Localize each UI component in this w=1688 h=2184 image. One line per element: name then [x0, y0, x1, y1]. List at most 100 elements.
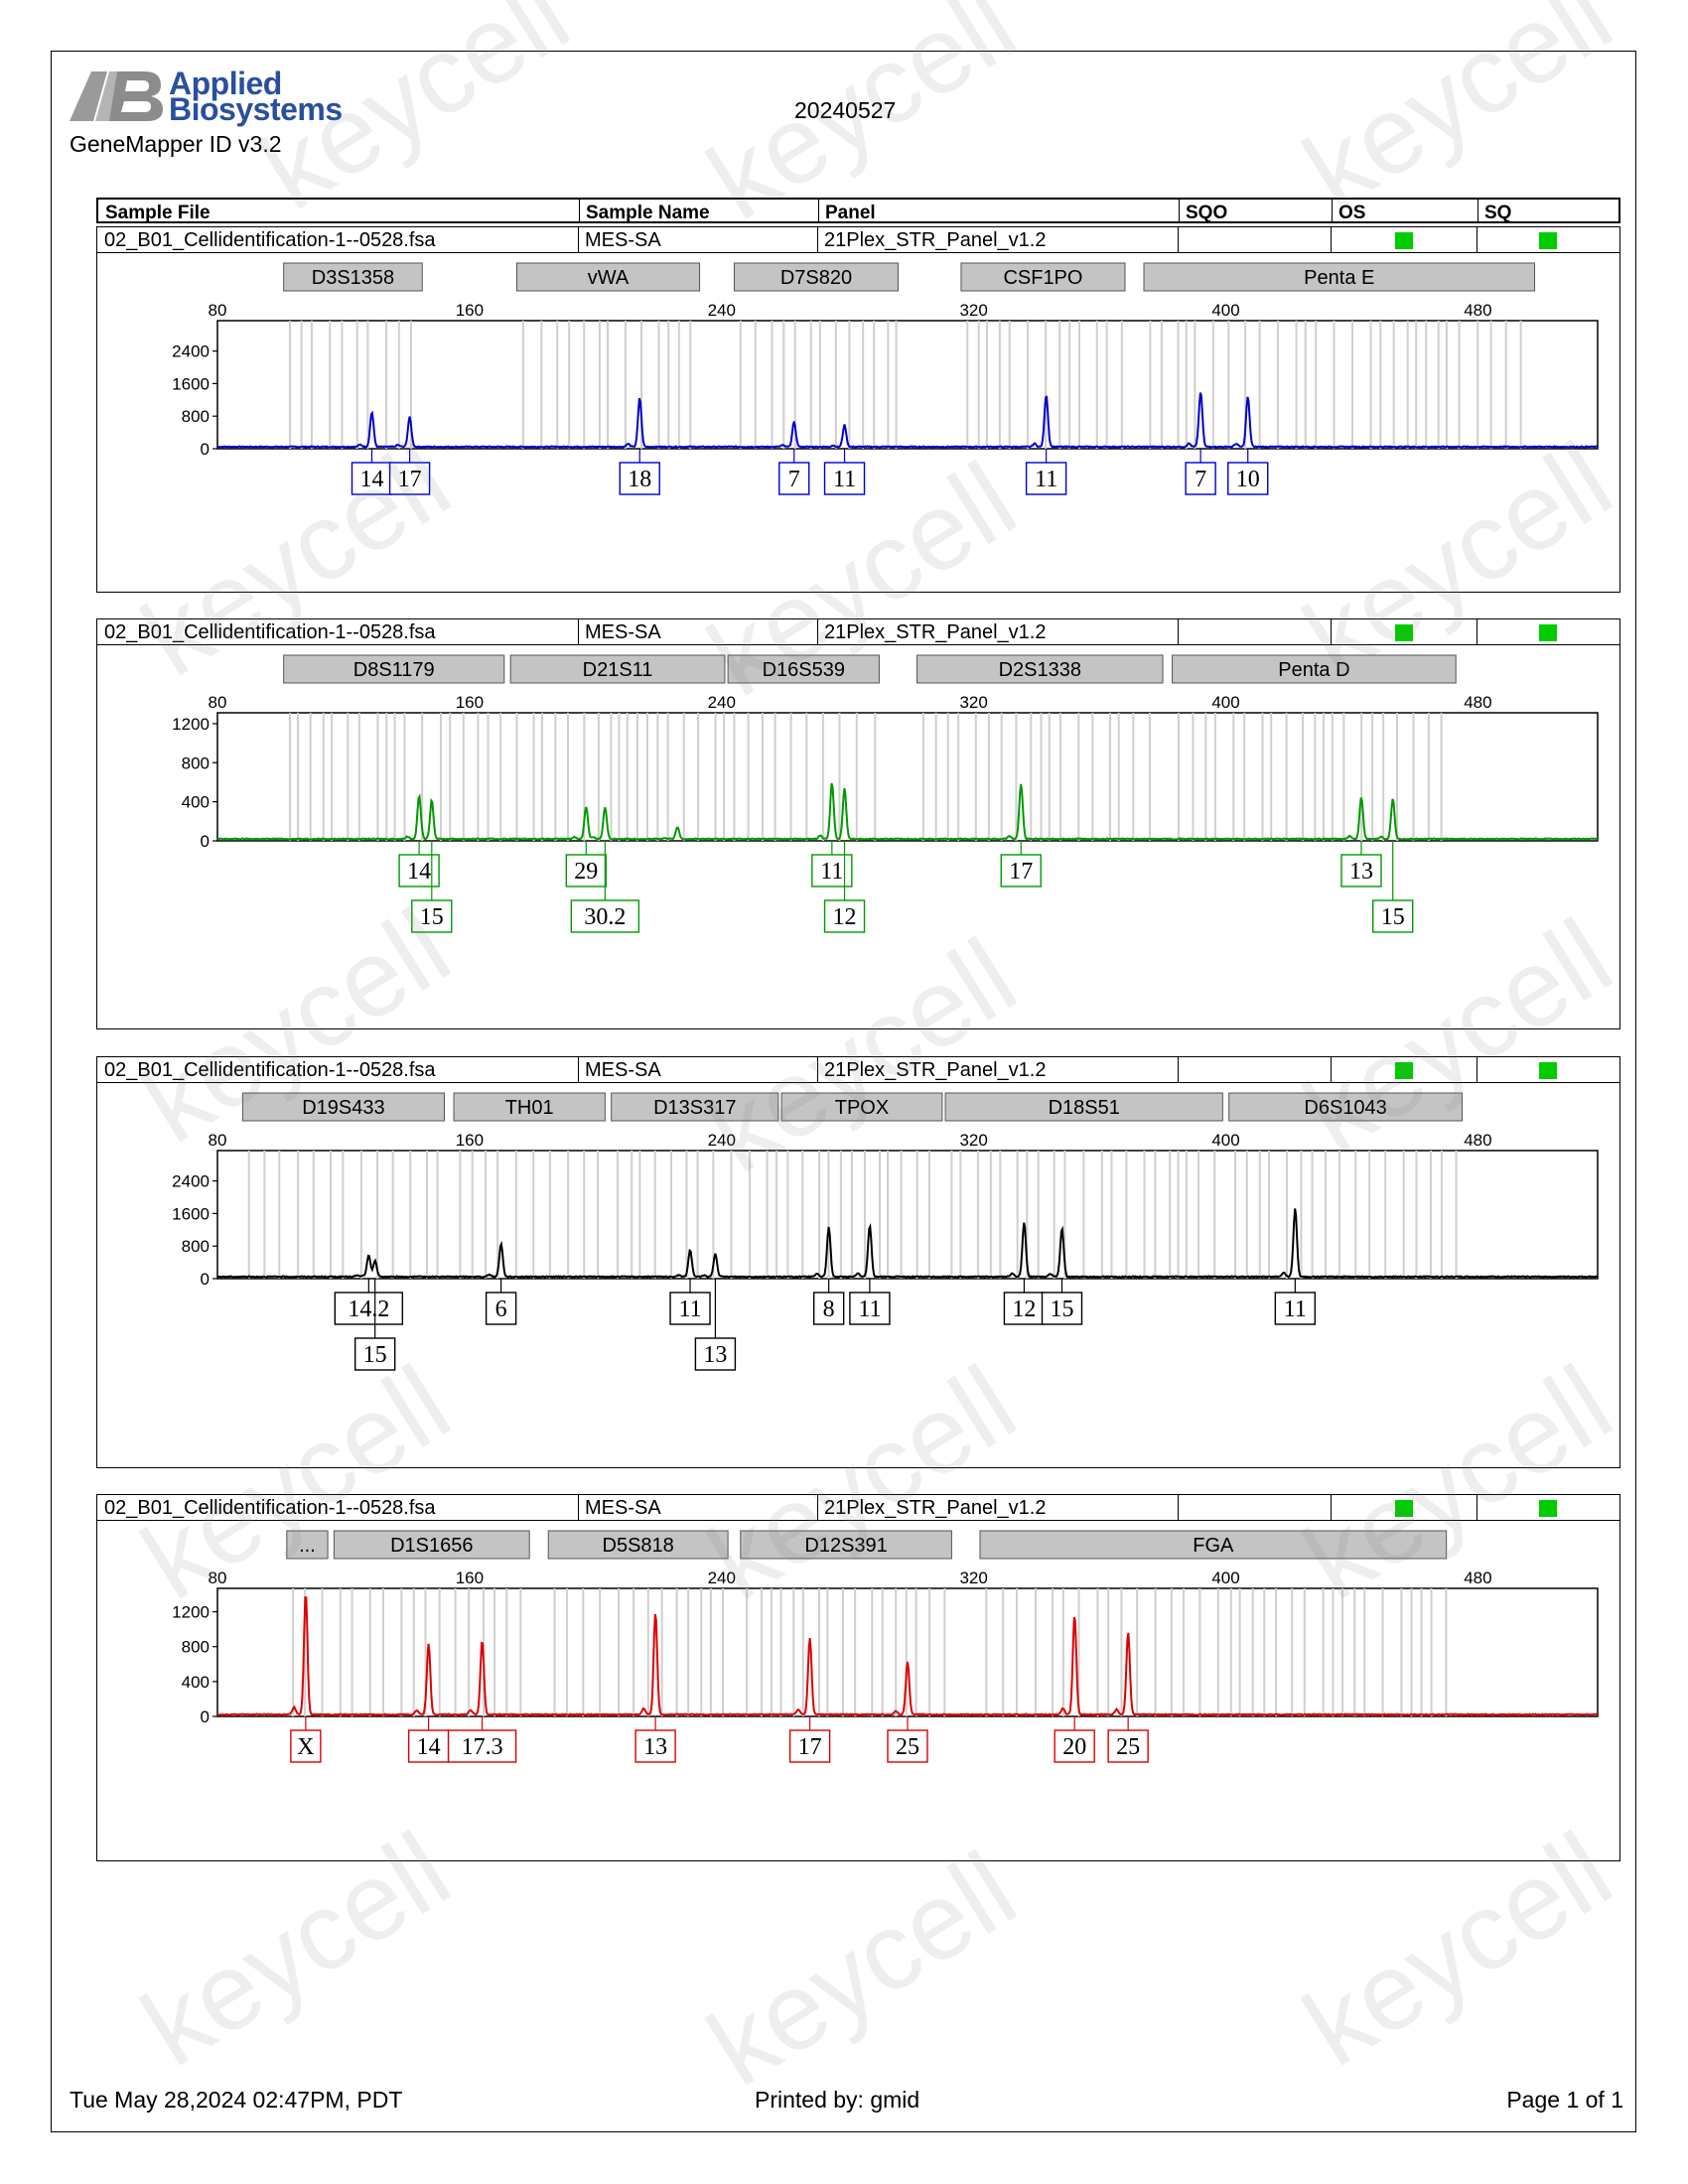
y-tick-label: 2400 [172, 342, 210, 361]
allele-call-box: 11 [811, 841, 853, 887]
allele-label: 18 [628, 467, 651, 492]
column-divider [1331, 1057, 1332, 1082]
x-tick-label: 160 [456, 693, 484, 712]
marker-name: ... [299, 1535, 316, 1557]
allele-call-box: 10 [1227, 449, 1269, 495]
allele-call-box: 29 [565, 841, 608, 887]
allele-call-box: 17 [388, 449, 431, 495]
marker-bin-label: D5S818 [547, 1530, 729, 1560]
column-header-sample-name: Sample Name [586, 203, 710, 223]
column-header-os: OS [1338, 203, 1366, 223]
allele-call-box: 15 [1372, 841, 1414, 933]
allele-call-box: 11 [669, 1279, 711, 1325]
marker-name: vWA [588, 267, 630, 289]
marker-name: D16S539 [763, 659, 845, 681]
os-quality-flag [1395, 624, 1413, 641]
marker-name: D7S820 [780, 267, 852, 289]
x-tick-label: 160 [456, 1131, 484, 1150]
allele-call-box: 15 [1041, 1279, 1083, 1325]
marker-name: CSF1PO [1003, 267, 1082, 289]
allele-label: 14.2 [348, 1297, 389, 1322]
sample-info-row: 02_B01_Cellidentification-1--0528.fsa MES… [97, 619, 1619, 645]
allele-label: 20 [1062, 1734, 1086, 1760]
allele-call-box: 25 [887, 1716, 928, 1763]
x-tick-label: 320 [959, 301, 987, 320]
logo-text-applied: Applied [169, 66, 282, 101]
allele-call-box: 15 [411, 841, 453, 933]
marker-bin-label: D18S51 [944, 1092, 1223, 1122]
marker-name: Penta D [1278, 659, 1349, 681]
marker-bin-label: D3S1358 [283, 262, 423, 292]
marker-name: D6S1043 [1304, 1097, 1386, 1119]
marker-bin-label: D8S1179 [283, 654, 505, 684]
y-tick-label: 0 [201, 1270, 210, 1289]
column-divider [817, 619, 818, 644]
allele-call-box: 7 [1185, 449, 1216, 495]
plot-area [216, 1587, 1599, 1717]
allele-label: 13 [1349, 859, 1373, 885]
x-tick-label: 320 [959, 1569, 987, 1587]
allele-call-box: 13 [1340, 841, 1382, 887]
electropherogram-panel: 02_B01_Cellidentification-1--0528.fsa MES… [96, 618, 1620, 1029]
marker-bin-label: TPOX [780, 1092, 943, 1122]
allele-label: 11 [1035, 467, 1057, 492]
sq-quality-flag [1539, 1062, 1557, 1079]
electropherogram-panel: 02_B01_Cellidentification-1--0528.fsa MES… [96, 1494, 1620, 1861]
allele-call-box: 20 [1054, 1716, 1095, 1763]
marker-bin-label: D2S1338 [916, 654, 1164, 684]
allele-label: 17 [798, 1734, 822, 1760]
electropherogram-chart: D8S1179 D21S11 D16S539 D2S1338 Penta D 80 160 2… [172, 654, 1599, 933]
os-quality-flag [1395, 232, 1413, 249]
column-divider [578, 227, 579, 252]
allele-label: 25 [896, 1734, 919, 1760]
y-tick-label: 800 [182, 407, 210, 426]
marker-name: D13S317 [653, 1097, 736, 1119]
allele-call-box: 14 [398, 841, 440, 887]
x-tick-label: 240 [708, 301, 736, 320]
marker-name: FGA [1193, 1535, 1234, 1557]
marker-bin-label: vWA [515, 262, 701, 292]
allele-label: X [297, 1734, 314, 1760]
column-divider [578, 619, 579, 644]
allele-label: 13 [703, 1342, 727, 1368]
x-tick-label: 160 [456, 1569, 484, 1587]
allele-label: 13 [643, 1734, 667, 1760]
x-tick-label: 320 [959, 1131, 987, 1150]
ab-logo-icon [70, 71, 163, 121]
y-tick-label: 1200 [172, 1603, 210, 1622]
x-tick-label: 400 [1211, 301, 1239, 320]
sq-quality-flag [1539, 1500, 1557, 1517]
report-date: 20240527 [794, 97, 897, 123]
y-tick-label: 800 [182, 753, 210, 772]
sample-file-value: 02_B01_Cellidentification-1--0528.fsa [104, 1059, 436, 1081]
x-tick-label: 80 [209, 301, 227, 320]
electropherogram-panel: 02_B01_Cellidentification-1--0528.fsa MES… [96, 1056, 1620, 1468]
sample-file-value: 02_B01_Cellidentification-1--0528.fsa [104, 1497, 436, 1519]
sample-info-row: 02_B01_Cellidentification-1--0528.fsa MES… [97, 1057, 1619, 1083]
marker-name: D5S818 [603, 1535, 674, 1557]
footer-page-number: Page 1 of 1 [1506, 2087, 1623, 2113]
os-quality-flag [1395, 1500, 1413, 1517]
footer-print-date: Tue May 28,2024 02:47PM, PDT [70, 2087, 403, 2113]
footer-printed-by: Printed by: gmid [755, 2087, 920, 2113]
allele-label: 11 [858, 1297, 881, 1322]
allele-label: 8 [823, 1297, 835, 1322]
panel-value: 21Plex_STR_Panel_v1.2 [824, 621, 1047, 643]
allele-call-box: 13 [694, 1279, 737, 1371]
column-divider [817, 1495, 818, 1520]
column-divider [1178, 1057, 1179, 1082]
sq-quality-flag [1539, 232, 1557, 249]
sq-quality-flag [1539, 624, 1557, 641]
x-tick-label: 80 [209, 693, 227, 712]
sample-name-value: MES-SA [585, 229, 661, 251]
allele-label: 11 [833, 467, 856, 492]
column-divider [1178, 1495, 1179, 1520]
allele-label: 17 [398, 467, 422, 492]
x-tick-label: 240 [708, 1569, 736, 1587]
marker-bin-label: D1S1656 [333, 1530, 530, 1560]
allele-call-box: 14 [407, 1716, 450, 1763]
column-divider [1331, 619, 1332, 644]
column-header-panel: Panel [825, 203, 876, 223]
marker-name: D1S1656 [390, 1535, 473, 1557]
